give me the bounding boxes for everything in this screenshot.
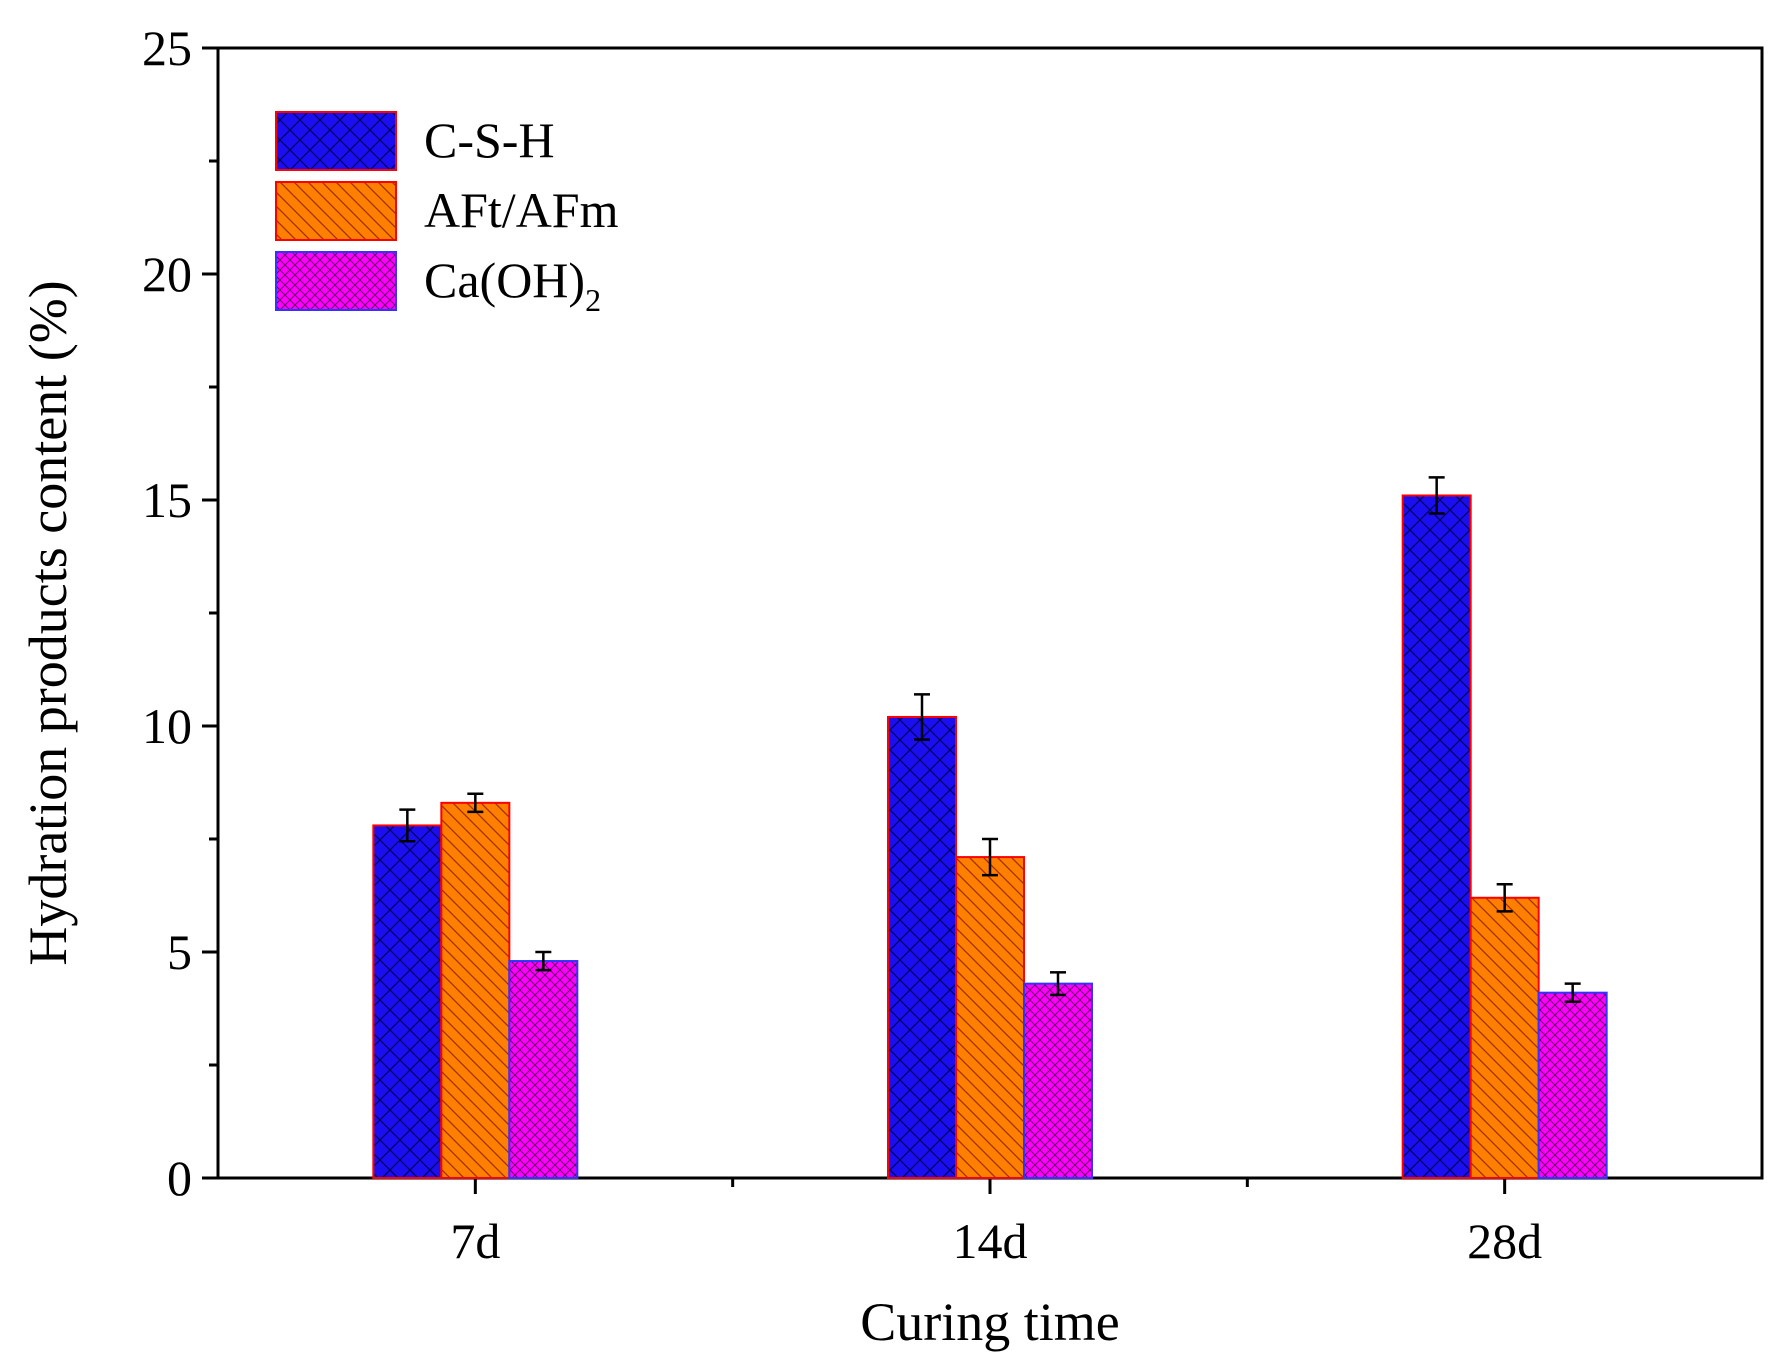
legend-label: Ca(OH)2: [424, 252, 601, 318]
y-tick-label: 20: [142, 246, 192, 302]
legend-swatch: [275, 251, 397, 311]
bar-aft-afm-28d: [1469, 896, 1540, 1179]
error-bar: [467, 792, 484, 814]
error-bar: [1050, 971, 1066, 997]
bar-aft-afm-7d: [440, 801, 511, 1180]
error-bar: [982, 837, 998, 877]
x-tick-label: 14d: [953, 1213, 1028, 1269]
x-tick-label: 7d: [450, 1213, 500, 1269]
legend-label: C-S-H: [424, 112, 555, 168]
y-tick-label: 25: [142, 20, 192, 76]
bar-c-s-h-28d: [1401, 494, 1472, 1180]
y-tick-label: 0: [167, 1150, 192, 1206]
error-bar: [1428, 476, 1445, 515]
legend-swatch: [275, 111, 397, 171]
legend-label: AFt/AFm: [424, 182, 619, 238]
bar-ca-oh--28d: [1537, 991, 1608, 1179]
bars: [372, 476, 1608, 1180]
error-bar: [914, 693, 930, 741]
y-tick-label: 5: [167, 924, 192, 980]
bar-ca-oh--7d: [508, 960, 579, 1179]
x-axis: 7d 14d 28d: [450, 1178, 1542, 1269]
error-bar: [535, 950, 552, 972]
bar-c-s-h-14d: [887, 715, 957, 1180]
bar-ca-oh--14d: [1023, 982, 1093, 1180]
legend-swatch: [275, 181, 397, 241]
legend: C-S-H AFt/AFm Ca(OH)2: [275, 111, 619, 318]
error-bar: [1496, 882, 1513, 913]
bar-c-s-h-7d: [372, 824, 443, 1179]
x-axis-title: Curing time: [860, 1292, 1119, 1352]
error-bar: [399, 808, 416, 843]
bar-aft-afm-14d: [955, 856, 1025, 1180]
y-axis: 0 5 10 15 20 25: [142, 20, 218, 1206]
y-axis-title: Hydration products content (%): [18, 280, 78, 965]
y-tick-label: 10: [142, 698, 192, 754]
y-tick-label: 15: [142, 472, 192, 528]
error-bar: [1564, 982, 1581, 1003]
x-tick-label: 28d: [1467, 1213, 1542, 1269]
